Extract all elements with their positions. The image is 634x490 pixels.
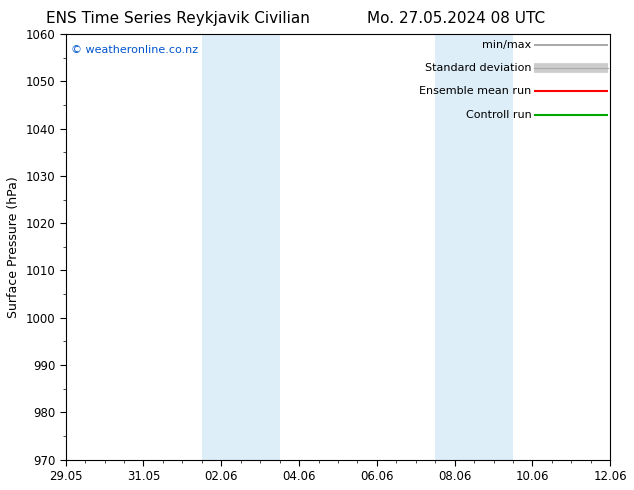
Text: min/max: min/max [482, 40, 531, 49]
Text: Controll run: Controll run [465, 110, 531, 120]
Text: © weatheronline.co.nz: © weatheronline.co.nz [71, 45, 198, 55]
Text: Standard deviation: Standard deviation [425, 63, 531, 73]
Bar [202, 34, 241, 460]
Y-axis label: Surface Pressure (hPa): Surface Pressure (hPa) [7, 176, 20, 318]
Bar [241, 34, 280, 460]
Text: ENS Time Series Reykjavik Civilian: ENS Time Series Reykjavik Civilian [46, 11, 309, 26]
Bar [474, 34, 513, 460]
Text: Ensemble mean run: Ensemble mean run [419, 86, 531, 97]
Text: Mo. 27.05.2024 08 UTC: Mo. 27.05.2024 08 UTC [368, 11, 545, 26]
Bar [435, 34, 474, 460]
